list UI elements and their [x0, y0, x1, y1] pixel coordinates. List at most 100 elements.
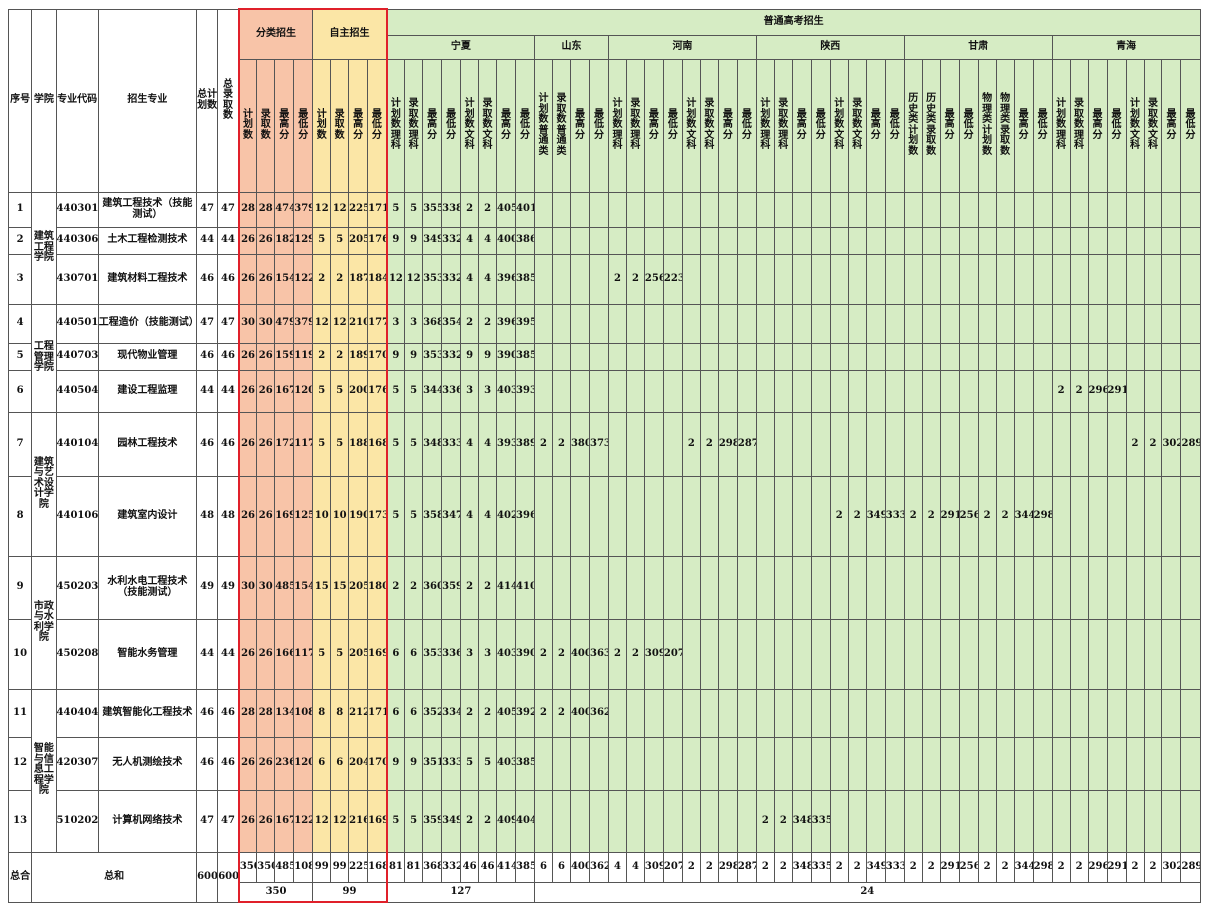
province-value-hn [736, 736, 757, 791]
province-value-gs [1032, 253, 1053, 305]
header-seq: 序号 [7, 8, 33, 193]
province-value-sx [773, 736, 793, 791]
province-value-qh [1051, 475, 1071, 557]
header-ningxia-col: 计划数文科 [460, 58, 480, 193]
province-value-sd [569, 555, 590, 620]
independent-value: 216 [348, 789, 369, 853]
province-value-gs [939, 303, 960, 344]
province-value-sx [810, 736, 831, 791]
province-value-sx [791, 736, 812, 791]
province-value-sd [552, 789, 571, 853]
independent-value: 169 [367, 789, 388, 853]
province-value-hn [643, 226, 664, 255]
province-value-sx [865, 736, 886, 791]
province-value-sd [534, 789, 554, 853]
province-value-qh [1180, 342, 1201, 371]
province-value-qh [1125, 226, 1145, 255]
province-value-qh [1143, 226, 1163, 255]
province-value-qh [1087, 618, 1108, 690]
province-value-qh [1125, 369, 1145, 413]
province-value-gs [903, 253, 923, 305]
classified-value: 26 [256, 369, 276, 413]
province-value-qh [1125, 342, 1145, 371]
independent-value: 204 [348, 736, 369, 791]
province-value-gs [903, 303, 923, 344]
province-value-sd [552, 191, 571, 228]
province-value-gs [995, 555, 1015, 620]
header-province: 陕西 [755, 34, 905, 60]
province-value-gs [995, 618, 1015, 690]
province-value-gs [1013, 369, 1034, 413]
province-value-sx [847, 555, 867, 620]
row-seq: 10 [7, 618, 33, 690]
province-value-gs [1013, 342, 1034, 371]
header-ningxia-col: 计划数理科 [386, 58, 406, 193]
province-value-gs [921, 688, 941, 738]
header-shandong-col: 录取数普通类 [552, 58, 571, 193]
province-value-hn [699, 369, 719, 413]
province-value-qh [1161, 303, 1182, 344]
province-value-qh [1051, 789, 1071, 853]
summary-hn: 298 [717, 851, 738, 883]
enrollment-table-container: 序号 学院 专业代码 招生专业 总计划数 总录取数 分类招生 自主招生 普通高考招生 宁夏 山东 河南… [7, 8, 1201, 903]
independent-value: 5 [312, 411, 332, 477]
classified-value: 474 [274, 191, 295, 228]
major-name: 智能水务管理 [97, 618, 198, 690]
total-admit: 46 [217, 342, 240, 371]
summary-gs: 256 [958, 851, 979, 883]
province-value-hn [699, 303, 719, 344]
classified-value: 122 [293, 789, 314, 853]
major-code: 440504 [55, 369, 99, 413]
header-gansu-col: 最低分 [958, 58, 979, 193]
province-value-hn [699, 618, 719, 690]
summary-nx: 81 [404, 851, 424, 883]
province-value-nx: 9 [404, 342, 424, 371]
province-value-nx: 9 [460, 342, 480, 371]
province-value-hn [699, 688, 719, 738]
province-value-gs [958, 555, 979, 620]
province-value-gs [1032, 226, 1053, 255]
header-major-code: 专业代码 [55, 8, 99, 193]
province-value-qh [1180, 688, 1201, 738]
header-classified-group: 分类招生 [237, 8, 314, 60]
province-value-sx [810, 688, 831, 738]
province-value-qh [1143, 475, 1163, 557]
province-value-gs [958, 303, 979, 344]
province-value-qh [1125, 789, 1145, 853]
province-value-sx [847, 411, 867, 477]
independent-value: 188 [348, 411, 369, 477]
province-value-nx: 3 [386, 303, 406, 344]
province-value-gs [921, 555, 941, 620]
summary-sx: 2 [847, 851, 867, 883]
province-value-nx: 401 [515, 191, 536, 228]
province-value-hn [717, 555, 738, 620]
province-value-nx: 333 [441, 411, 462, 477]
province-value-hn [608, 688, 627, 738]
province-value-sd [569, 369, 590, 413]
province-value-gs [903, 191, 923, 228]
independent-value: 177 [367, 303, 388, 344]
summary-gs: 2 [995, 851, 1015, 883]
province-value-nx: 393 [496, 411, 517, 477]
independent-value: 12 [312, 303, 332, 344]
total-plan: 46 [196, 411, 219, 477]
province-value-sx [773, 618, 793, 690]
province-value-hn [643, 789, 664, 853]
province-value-nx: 9 [386, 226, 406, 255]
province-value-qh [1106, 475, 1127, 557]
classified-value: 26 [237, 411, 258, 477]
province-value-gs [977, 342, 997, 371]
province-value-sd [534, 342, 554, 371]
province-value-gs [1032, 342, 1053, 371]
province-value-gs [1032, 688, 1053, 738]
province-value-gs [958, 411, 979, 477]
province-value-qh [1106, 411, 1127, 477]
province-value-hn: 287 [736, 411, 757, 477]
summary-independent: 225 [348, 851, 369, 883]
province-value-gs: 2 [903, 475, 923, 557]
province-value-sd [534, 369, 554, 413]
header-shaanxi-col: 最低分 [810, 58, 831, 193]
province-value-sx [865, 303, 886, 344]
header-shaanxi-col: 录取数文科 [847, 58, 867, 193]
row-seq: 11 [7, 688, 33, 738]
